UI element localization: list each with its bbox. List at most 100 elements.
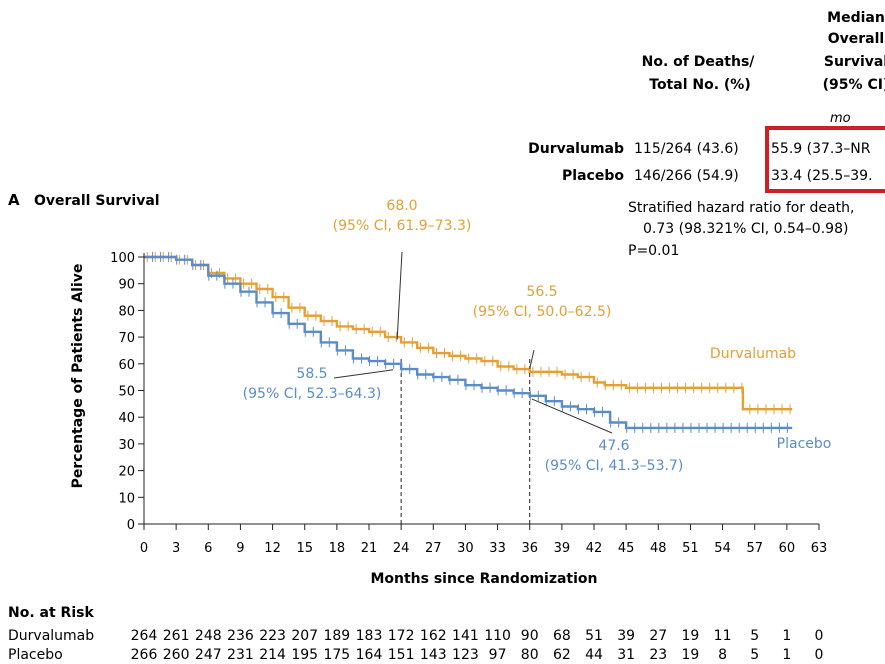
panel-letter: A xyxy=(8,191,20,209)
risk-cell: 11 xyxy=(714,628,732,644)
risk-cell: 80 xyxy=(521,647,539,663)
risk-cell: 164 xyxy=(356,647,383,663)
risk-cell: 90 xyxy=(521,628,539,644)
risk-cell: 223 xyxy=(259,628,286,644)
x-tick-label: 6 xyxy=(204,541,212,556)
x-tick-label: 21 xyxy=(361,541,378,556)
risk-cell: 247 xyxy=(195,647,222,663)
row-median-placebo: 33.4 (25.5–39. xyxy=(771,168,873,184)
risk-cell: 264 xyxy=(131,628,158,644)
x-tick-label: 18 xyxy=(329,541,346,556)
annotation-value: 47.6 xyxy=(598,438,629,454)
risk-cell: 141 xyxy=(452,628,479,644)
hazard-line3: P=0.01 xyxy=(628,243,679,259)
risk-row-label: Durvalumab xyxy=(8,628,94,644)
median-header-line1: Median xyxy=(827,10,885,26)
risk-cell: 68 xyxy=(553,628,571,644)
risk-cell: 97 xyxy=(489,647,507,663)
risk-cell: 214 xyxy=(259,647,286,663)
series-line-durvalumab xyxy=(144,255,793,411)
risk-cell: 231 xyxy=(227,647,254,663)
risk-cell: 62 xyxy=(553,647,571,663)
risk-cell: 195 xyxy=(291,647,318,663)
series-line-placebo xyxy=(144,255,793,430)
x-tick-label: 30 xyxy=(457,541,474,556)
x-tick-label: 12 xyxy=(264,541,281,556)
y-tick-label: 90 xyxy=(118,278,135,293)
x-tick-label: 63 xyxy=(811,541,828,556)
risk-cell: 172 xyxy=(388,628,415,644)
risk-cell: 44 xyxy=(585,647,603,663)
deaths-header-line1: No. of Deaths/ xyxy=(642,54,756,70)
risk-table: Durvalumab 264 261 248 236 223 207 189 183 172 162… xyxy=(8,628,823,663)
risk-cell: 162 xyxy=(420,628,447,644)
risk-cell: 1 xyxy=(782,647,791,663)
row-label-durvalumab: Durvalumab xyxy=(528,141,624,157)
median-header-line2: Overall xyxy=(828,31,884,47)
y-tick-label: 80 xyxy=(118,304,135,319)
risk-row-label: Placebo xyxy=(8,647,63,663)
x-tick-label: 60 xyxy=(779,541,796,556)
panel-title: Overall Survival xyxy=(34,193,160,209)
risk-cell: 5 xyxy=(750,628,759,644)
risk-cell: 236 xyxy=(227,628,254,644)
x-tick-label: 33 xyxy=(489,541,506,556)
row-deaths-durvalumab: 115/264 (43.6) xyxy=(634,141,739,157)
risk-cell: 23 xyxy=(649,647,667,663)
risk-cell: 248 xyxy=(195,628,222,644)
risk-cell: 19 xyxy=(682,628,700,644)
censor-ticks-placebo xyxy=(152,252,788,433)
x-tick-label: 48 xyxy=(650,541,667,556)
risk-cell: 8 xyxy=(718,647,727,663)
censor-ticks-durvalumab xyxy=(146,252,791,415)
deaths-header-line2: Total No. (%) xyxy=(649,77,750,93)
risk-cell: 0 xyxy=(815,647,824,663)
y-tick-label: 0 xyxy=(127,518,135,533)
series-label-durvalumab: Durvalumab xyxy=(710,346,796,362)
y-tick-label: 70 xyxy=(118,331,135,346)
annotation-ci: (95% CI, 50.0–62.5) xyxy=(473,304,612,320)
y-axis-title: Percentage of Patients Alive xyxy=(70,264,86,489)
risk-cell: 110 xyxy=(484,628,511,644)
risk-cell: 39 xyxy=(617,628,635,644)
risk-cell: 151 xyxy=(388,647,415,663)
y-tick-label: 50 xyxy=(118,385,135,400)
x-tick-label: 39 xyxy=(554,541,571,556)
x-tick-label: 54 xyxy=(714,541,731,556)
x-tick-label: 42 xyxy=(586,541,603,556)
risk-cell: 207 xyxy=(291,628,318,644)
risk-cell: 27 xyxy=(649,628,667,644)
risk-cell: 143 xyxy=(420,647,447,663)
risk-table-title: No. at Risk xyxy=(8,605,94,621)
x-tick-label: 57 xyxy=(746,541,763,556)
annotation-pointer xyxy=(333,369,394,379)
annotation-value: 56.5 xyxy=(526,284,557,300)
risk-cell: 31 xyxy=(617,647,635,663)
x-tick-label: 24 xyxy=(393,541,410,556)
x-tick-label: 36 xyxy=(521,541,538,556)
y-tick-label: 10 xyxy=(118,491,135,506)
y-tick-label: 60 xyxy=(118,358,135,373)
row-median-durvalumab: 55.9 (37.3–NR xyxy=(771,141,871,157)
row-label-placebo: Placebo xyxy=(562,168,624,184)
median-header-line4: (95% CI) xyxy=(823,77,885,93)
annotation-layer: 68.0 (95% CI, 61.9–73.3) 56.5 (95% CI, 50.0… xyxy=(243,198,832,474)
median-header-line3: Survival xyxy=(824,54,885,70)
annotation-value: 68.0 xyxy=(386,198,417,214)
risk-cell: 261 xyxy=(163,628,190,644)
risk-cell: 260 xyxy=(163,647,190,663)
y-tick-label: 100 xyxy=(110,251,135,266)
annotation-pointer xyxy=(396,251,403,340)
x-tick-label: 9 xyxy=(236,541,244,556)
x-tick-label: 45 xyxy=(618,541,635,556)
annotation-value: 58.5 xyxy=(296,366,327,382)
y-tick-label: 30 xyxy=(118,438,135,453)
y-tick-label: 40 xyxy=(118,411,135,426)
unit-label: mo xyxy=(830,111,851,126)
median-highlight-box xyxy=(765,126,885,193)
row-deaths-placebo: 146/266 (54.9) xyxy=(634,168,739,184)
risk-cell: 1 xyxy=(782,628,791,644)
x-tick-label: 15 xyxy=(296,541,313,556)
